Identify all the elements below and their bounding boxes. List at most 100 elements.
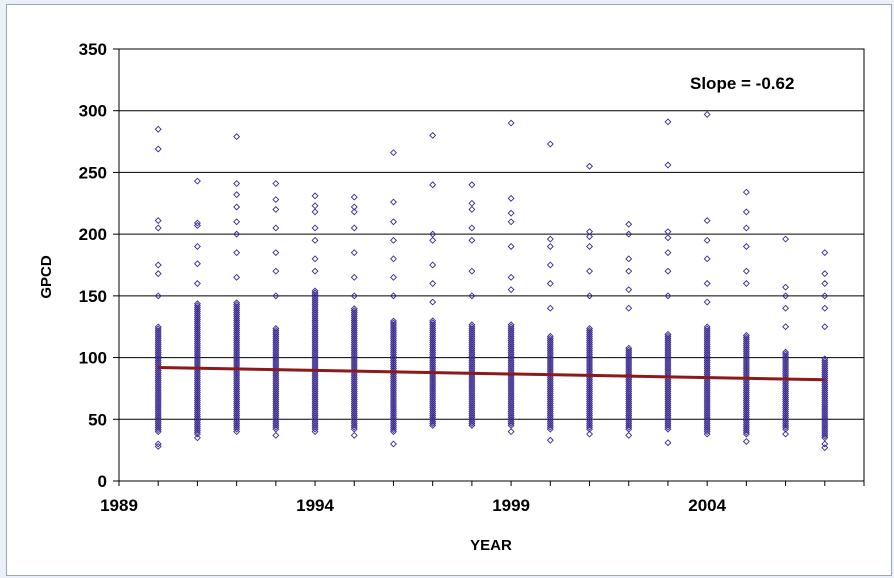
data-point <box>703 394 711 402</box>
data-point <box>586 326 593 334</box>
data-point <box>154 386 162 394</box>
data-point <box>664 348 672 356</box>
data-point <box>625 419 633 427</box>
data-point <box>821 386 829 394</box>
data-point <box>664 358 672 366</box>
data-point <box>625 376 633 384</box>
data-point <box>664 336 672 344</box>
data-point <box>311 208 319 216</box>
data-point <box>703 331 711 339</box>
data-point <box>272 405 280 413</box>
data-point <box>193 331 201 339</box>
data-point <box>311 202 319 210</box>
data-point <box>703 384 711 392</box>
data-point <box>625 346 633 354</box>
data-point <box>468 388 476 396</box>
data-point <box>233 203 241 211</box>
data-point <box>233 338 241 346</box>
data-point <box>742 280 750 287</box>
data-point <box>703 368 711 376</box>
data-point <box>742 428 750 436</box>
data-point <box>507 421 515 429</box>
x-tick-label: 1994 <box>296 496 334 515</box>
data-point <box>429 372 437 380</box>
y-tick-label: 100 <box>79 349 107 368</box>
data-point <box>390 428 397 436</box>
data-point <box>390 402 397 410</box>
data-point <box>429 342 437 350</box>
data-point <box>742 393 750 401</box>
data-point <box>782 372 790 380</box>
data-point <box>193 402 201 410</box>
data-point <box>703 341 711 349</box>
data-point <box>742 331 750 339</box>
data-point <box>742 224 750 232</box>
data-point <box>468 412 476 420</box>
data-point <box>233 390 241 398</box>
data-point <box>782 384 790 392</box>
data-point <box>664 267 672 275</box>
data-point <box>311 332 319 340</box>
data-point <box>233 403 241 411</box>
data-point <box>429 317 437 325</box>
data-point <box>507 360 515 368</box>
data-point <box>429 421 437 429</box>
data-point <box>507 358 515 366</box>
data-point <box>625 362 633 370</box>
data-point <box>154 337 162 345</box>
data-point <box>507 390 515 398</box>
data-point <box>350 425 358 433</box>
data-point <box>350 374 358 382</box>
data-point <box>233 378 241 386</box>
data-point <box>468 358 476 366</box>
data-point <box>154 428 162 436</box>
data-point <box>742 367 750 375</box>
data-point <box>193 369 201 377</box>
data-point <box>703 355 711 363</box>
data-point <box>193 353 201 361</box>
gridlines <box>119 110 864 420</box>
data-point <box>703 236 711 244</box>
data-point <box>390 418 397 426</box>
data-point <box>586 350 593 358</box>
data-point <box>233 411 241 419</box>
data-point <box>742 369 750 377</box>
data-point <box>586 392 593 400</box>
data-point <box>311 384 319 392</box>
data-point <box>703 325 711 333</box>
data-point <box>625 220 633 228</box>
data-point <box>311 348 319 356</box>
data-point <box>468 329 476 337</box>
data-point <box>350 417 358 425</box>
data-point <box>390 351 397 359</box>
data-point <box>742 395 750 403</box>
data-point <box>507 352 515 360</box>
data-point <box>586 336 593 344</box>
data-point <box>233 191 241 199</box>
data-point <box>233 368 241 376</box>
data-point <box>311 372 319 380</box>
data-point <box>703 327 711 335</box>
data-point <box>350 401 358 409</box>
data-point <box>625 378 633 386</box>
data-point <box>586 354 593 362</box>
data-point <box>193 424 201 432</box>
data-point <box>742 408 750 416</box>
data-point <box>193 399 201 406</box>
data-point <box>586 368 593 376</box>
data-point <box>429 341 437 348</box>
data-point <box>546 140 554 148</box>
data-point <box>311 352 319 360</box>
data-point <box>350 415 358 423</box>
data-point <box>233 334 241 342</box>
data-point <box>468 408 476 416</box>
y-tick-label: 350 <box>79 40 107 59</box>
data-point <box>742 349 750 357</box>
data-point <box>468 398 476 406</box>
data-point <box>821 369 829 377</box>
data-point <box>311 313 319 321</box>
data-point <box>625 390 633 398</box>
data-point <box>703 390 711 398</box>
data-point <box>350 390 358 398</box>
data-point <box>507 273 515 281</box>
